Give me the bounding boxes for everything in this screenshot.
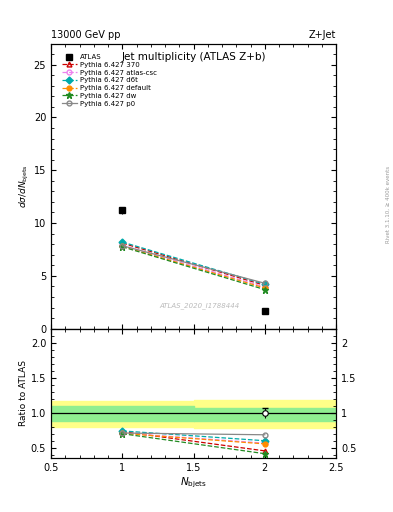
Text: ATLAS_2020_I1788444: ATLAS_2020_I1788444: [159, 302, 239, 309]
Text: 13000 GeV pp: 13000 GeV pp: [51, 30, 121, 40]
Text: Jet multiplicity (ATLAS Z+b): Jet multiplicity (ATLAS Z+b): [121, 52, 266, 62]
Text: Z+Jet: Z+Jet: [309, 30, 336, 40]
Y-axis label: $d\sigma/dN_{\rm bjets}$: $d\sigma/dN_{\rm bjets}$: [18, 164, 31, 208]
X-axis label: $N_{\rm bjets}$: $N_{\rm bjets}$: [180, 476, 207, 490]
Y-axis label: Ratio to ATLAS: Ratio to ATLAS: [19, 360, 28, 426]
Text: Rivet 3.1.10, ≥ 400k events: Rivet 3.1.10, ≥ 400k events: [386, 166, 391, 243]
Legend: ATLAS, Pythia 6.427 370, Pythia 6.427 atlas-csc, Pythia 6.427 d6t, Pythia 6.427 : ATLAS, Pythia 6.427 370, Pythia 6.427 at…: [60, 53, 158, 108]
